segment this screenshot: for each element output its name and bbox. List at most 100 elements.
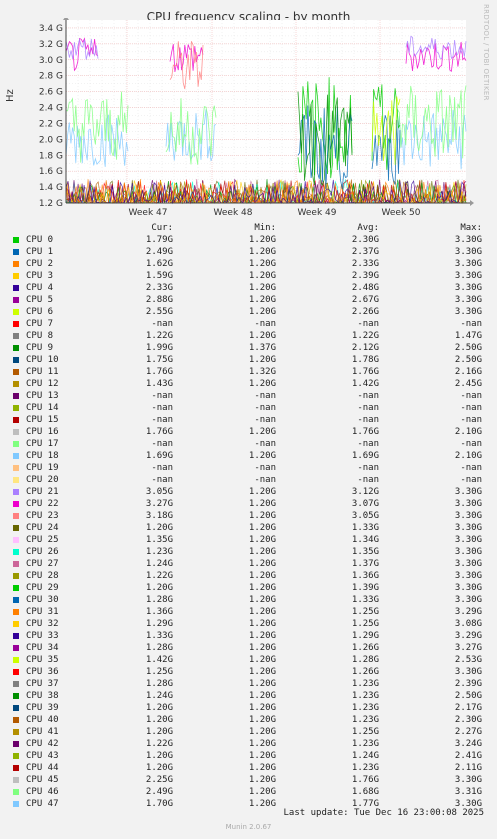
legend-max: 3.08G bbox=[454, 619, 482, 629]
legend-row: CPU 25 1.35G 1.20G 1.34G 3.30G bbox=[0, 534, 497, 546]
x-axis-arrow bbox=[470, 200, 474, 206]
legend-max: 3.30G bbox=[454, 499, 482, 509]
legend-swatch bbox=[13, 453, 19, 459]
legend-swatch bbox=[13, 309, 19, 315]
legend-row: CPU 44 1.20G 1.20G 1.23G 2.11G bbox=[0, 762, 497, 774]
legend-avg: -nan bbox=[357, 403, 379, 413]
legend-max: 3.27G bbox=[454, 643, 482, 653]
y-tick-label: 1.2 G bbox=[39, 199, 63, 209]
legend-max: 2.10G bbox=[454, 427, 482, 437]
cpu46-series bbox=[395, 85, 467, 159]
legend-cur: 1.79G bbox=[145, 235, 173, 245]
legend-name: CPU 7 bbox=[26, 319, 54, 329]
legend-swatch bbox=[13, 777, 19, 783]
rrdtool-credit: RRDTOOL / TOBI OETIKER bbox=[482, 4, 490, 101]
legend-min: 1.20G bbox=[248, 511, 276, 521]
legend-name: CPU 46 bbox=[26, 787, 59, 797]
legend-swatch bbox=[13, 561, 19, 567]
legend-min: 1.20G bbox=[248, 655, 276, 665]
legend-min: 1.20G bbox=[248, 259, 276, 269]
legend-avg: 1.26G bbox=[351, 643, 379, 653]
legend-avg: -nan bbox=[357, 391, 379, 401]
x-tick-label: Week 49 bbox=[298, 208, 337, 218]
legend-max: 3.30G bbox=[454, 307, 482, 317]
cpu47-series bbox=[395, 109, 467, 170]
legend-cur: 1.22G bbox=[145, 331, 173, 341]
legend-cur: -nan bbox=[151, 415, 173, 425]
legend-min: 1.20G bbox=[248, 739, 276, 749]
legend-min: 1.20G bbox=[248, 775, 276, 785]
legend-avg: 1.76G bbox=[351, 367, 379, 377]
y-tick-label: 2.6 G bbox=[39, 88, 63, 98]
legend-name: CPU 41 bbox=[26, 727, 59, 737]
legend-swatch bbox=[13, 501, 19, 507]
legend-min: -nan bbox=[254, 475, 276, 485]
legend-min: 1.20G bbox=[248, 691, 276, 701]
legend-name: CPU 16 bbox=[26, 427, 59, 437]
y-tick-label: 2.2 G bbox=[39, 119, 63, 129]
legend-swatch bbox=[13, 321, 19, 327]
legend-row: CPU 31 1.36G 1.20G 1.25G 3.29G bbox=[0, 606, 497, 618]
legend-avg: 1.76G bbox=[351, 775, 379, 785]
legend-cur: 2.33G bbox=[145, 283, 173, 293]
legend-avg: 1.23G bbox=[351, 703, 379, 713]
legend-cur: 1.75G bbox=[145, 355, 173, 365]
legend-min: 1.20G bbox=[248, 799, 276, 809]
y-tick-label: 3.0 G bbox=[39, 56, 63, 66]
legend-min: 1.20G bbox=[248, 751, 276, 761]
legend-max: 3.30G bbox=[454, 547, 482, 557]
legend-cur: 1.28G bbox=[145, 595, 173, 605]
legend-swatch bbox=[13, 285, 19, 291]
legend-max: 3.30G bbox=[454, 799, 482, 809]
legend-avg: -nan bbox=[357, 475, 379, 485]
legend-avg: -nan bbox=[357, 319, 379, 329]
legend-row: CPU 39 1.20G 1.20G 1.23G 2.17G bbox=[0, 702, 497, 714]
legend-max: -nan bbox=[460, 475, 482, 485]
legend-name: CPU 13 bbox=[26, 391, 59, 401]
legend-max: 2.41G bbox=[454, 751, 482, 761]
legend-avg: 1.68G bbox=[351, 787, 379, 797]
legend-avg: -nan bbox=[357, 439, 379, 449]
legend-swatch bbox=[13, 417, 19, 423]
legend-max: 2.45G bbox=[454, 379, 482, 389]
legend-min: 1.20G bbox=[248, 535, 276, 545]
legend-cur: 1.76G bbox=[145, 367, 173, 377]
cpu46-series bbox=[165, 98, 217, 165]
legend-name: CPU 36 bbox=[26, 667, 59, 677]
legend-swatch bbox=[13, 633, 19, 639]
legend-max: 3.29G bbox=[454, 607, 482, 617]
legend-swatch bbox=[13, 693, 19, 699]
legend-max: -nan bbox=[460, 319, 482, 329]
legend-name: CPU 44 bbox=[26, 763, 59, 773]
legend-name: CPU 12 bbox=[26, 379, 59, 389]
legend-max: 2.30G bbox=[454, 715, 482, 725]
legend-table: Cur: Min: Avg: Max: CPU 0 1.79G 1.20G 2.30G… bbox=[0, 222, 497, 810]
legend-name: CPU 28 bbox=[26, 571, 59, 581]
legend-avg: 3.05G bbox=[351, 511, 379, 521]
y-tick-label: 1.6 G bbox=[39, 167, 63, 177]
legend-avg: 1.35G bbox=[351, 547, 379, 557]
legend-min: 1.20G bbox=[248, 583, 276, 593]
legend-avg: 1.36G bbox=[351, 571, 379, 581]
legend-avg: 1.78G bbox=[351, 355, 379, 365]
legend-max: -nan bbox=[460, 391, 482, 401]
cpu22-series bbox=[169, 44, 204, 72]
legend-swatch bbox=[13, 381, 19, 387]
legend-cur: 1.20G bbox=[145, 583, 173, 593]
legend-name: CPU 37 bbox=[26, 679, 59, 689]
legend-row: CPU 3 1.59G 1.20G 2.39G 3.30G bbox=[0, 270, 497, 282]
legend-row: CPU 9 1.99G 1.37G 2.12G 2.50G bbox=[0, 342, 497, 354]
legend-cur: 2.49G bbox=[145, 247, 173, 257]
legend-name: CPU 32 bbox=[26, 619, 59, 629]
legend-avg: 2.30G bbox=[351, 235, 379, 245]
legend-avg: 1.25G bbox=[351, 607, 379, 617]
legend-max: 1.47G bbox=[454, 331, 482, 341]
legend-swatch bbox=[13, 525, 19, 531]
legend-max: 2.16G bbox=[454, 367, 482, 377]
legend-cur: 1.23G bbox=[145, 547, 173, 557]
legend-cur: 1.59G bbox=[145, 271, 173, 281]
legend-swatch bbox=[13, 621, 19, 627]
legend-cur: 1.42G bbox=[145, 655, 173, 665]
cpu9-series bbox=[297, 91, 353, 186]
y-tick-label: 2.0 G bbox=[39, 135, 63, 145]
